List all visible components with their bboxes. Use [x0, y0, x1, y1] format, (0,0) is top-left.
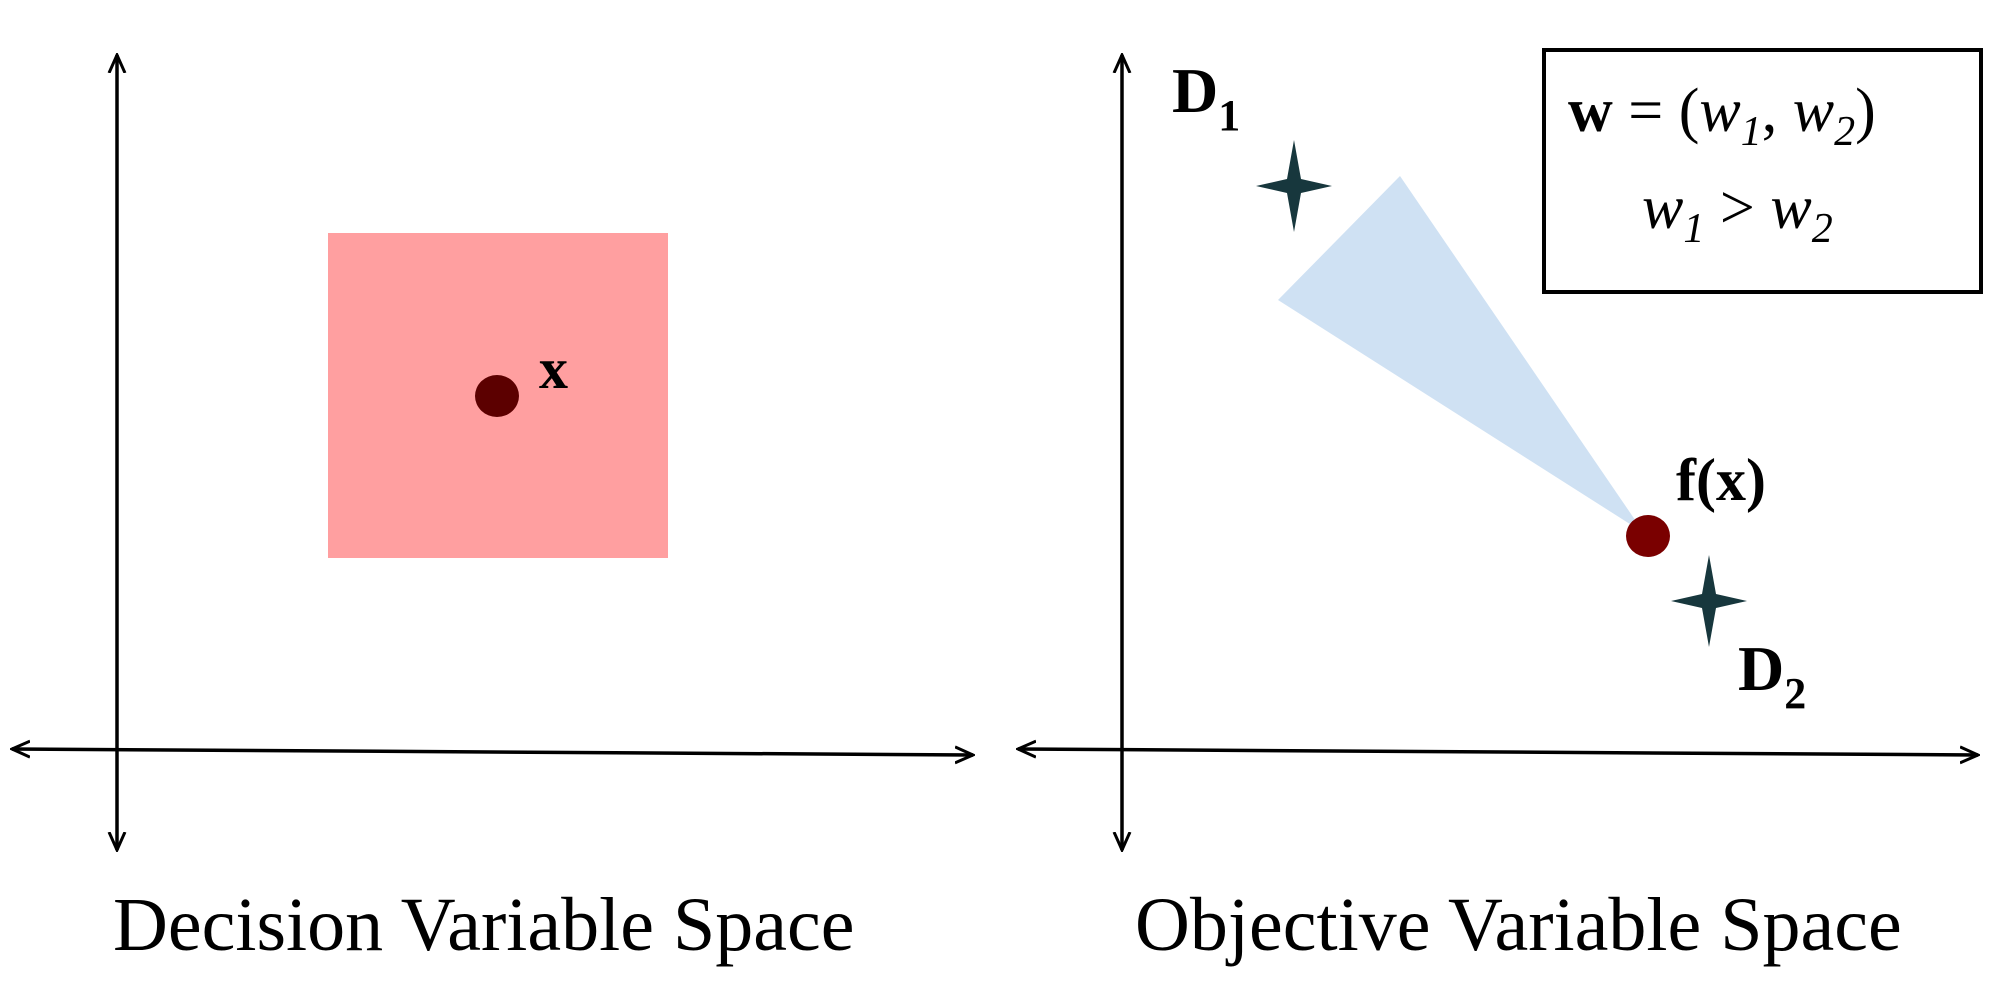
- left-x-axis: [12, 749, 973, 755]
- weight-box-border: [1542, 48, 1983, 294]
- objective-point-label: f(x): [1676, 447, 1766, 513]
- weight-box: w = (w1, w2) w1 > w2: [1542, 48, 1983, 294]
- d2-star-icon: [1671, 555, 1747, 647]
- decision-point: [475, 375, 519, 417]
- objective-point: [1626, 515, 1670, 557]
- decision-point-label: x: [539, 336, 568, 401]
- decision-space-panel: x Decision Variable Space: [12, 55, 973, 967]
- weight-inequality: w1 > w2: [1642, 174, 1833, 252]
- objective-space-caption: Objective Variable Space: [1135, 883, 1902, 967]
- d1-label: D1: [1172, 55, 1240, 140]
- right-x-axis: [1018, 749, 1978, 755]
- preference-cone: [1278, 176, 1644, 533]
- d1-star-icon: [1256, 140, 1332, 232]
- decision-space-caption: Decision Variable Space: [113, 883, 854, 967]
- objective-space-panel: D1 f(x) D2 w = (w1, w2) w1 > w2 Objectiv…: [1018, 48, 1983, 967]
- weight-vector-definition: w = (w1, w2): [1568, 77, 1876, 155]
- d2-label: D2: [1738, 633, 1806, 718]
